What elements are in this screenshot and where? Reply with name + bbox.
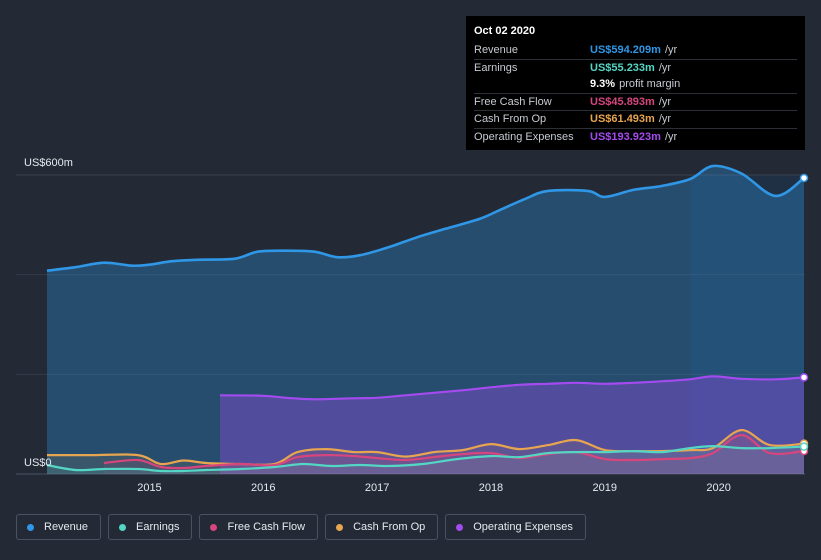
tooltip-cfo-label: Cash From Op — [474, 111, 590, 128]
tooltip-row-opex: Operating Expenses US$193.923m /yr — [474, 128, 797, 146]
tooltip-unit: /yr — [665, 42, 677, 59]
tooltip-row-margin: 9.3% profit margin — [474, 76, 797, 93]
tooltip-earnings-label: Earnings — [474, 60, 590, 77]
legend-dot-icon — [119, 524, 126, 531]
legend-label: Cash From Op — [353, 521, 425, 533]
legend-revenue[interactable]: Revenue — [16, 514, 101, 540]
legend-free-cash-flow[interactable]: Free Cash Flow — [199, 514, 318, 540]
legend-label: Free Cash Flow — [227, 521, 305, 533]
operating-expenses-end-dot — [801, 374, 808, 381]
legend-dot-icon — [456, 524, 463, 531]
tooltip-row-cfo: Cash From Op US$61.493m /yr — [474, 110, 797, 128]
legend-dot-icon — [336, 524, 343, 531]
legend-operating-expenses[interactable]: Operating Expenses — [445, 514, 586, 540]
legend-label: Revenue — [44, 521, 88, 533]
legend-earnings[interactable]: Earnings — [108, 514, 192, 540]
legend-label: Earnings — [136, 521, 179, 533]
revenue-end-dot — [801, 174, 808, 181]
legend-cash-from-op[interactable]: Cash From Op — [325, 514, 438, 540]
legend-dot-icon — [27, 524, 34, 531]
earnings-end-dot — [801, 443, 808, 450]
tooltip-unit: /yr — [659, 60, 671, 77]
tooltip-panel: Oct 02 2020 Revenue US$594.209m /yr Earn… — [466, 16, 805, 150]
tooltip-margin-text: profit margin — [619, 76, 680, 93]
tooltip-revenue-value: US$594.209m — [590, 42, 661, 59]
tooltip-fcf-label: Free Cash Flow — [474, 94, 590, 111]
tooltip-row-revenue: Revenue US$594.209m /yr — [474, 42, 797, 59]
tooltip-unit: /yr — [665, 129, 677, 146]
x-tick-label: 2017 — [365, 482, 389, 494]
y-axis-top-label: US$600m — [24, 157, 73, 169]
tooltip-opex-value: US$193.923m — [590, 129, 661, 146]
tooltip-opex-label: Operating Expenses — [474, 129, 590, 146]
tooltip-fcf-value: US$45.893m — [590, 94, 655, 111]
x-tick-label: 2018 — [479, 482, 503, 494]
legend: Revenue Earnings Free Cash Flow Cash Fro… — [16, 514, 593, 540]
tooltip-unit: /yr — [659, 94, 671, 111]
x-tick-label: 2020 — [706, 482, 730, 494]
tooltip-date: Oct 02 2020 — [474, 24, 797, 42]
x-tick-label: 2016 — [251, 482, 275, 494]
tooltip-unit: /yr — [659, 111, 671, 128]
tooltip-revenue-label: Revenue — [474, 42, 590, 59]
tooltip-margin-value: 9.3% — [590, 76, 615, 93]
y-axis-bottom-label: US$0 — [24, 457, 52, 469]
tooltip-cfo-value: US$61.493m — [590, 111, 655, 128]
tooltip-row-fcf: Free Cash Flow US$45.893m /yr — [474, 93, 797, 111]
x-tick-label: 2019 — [593, 482, 617, 494]
legend-dot-icon — [210, 524, 217, 531]
legend-label: Operating Expenses — [473, 521, 573, 533]
tooltip-earnings-value: US$55.233m — [590, 60, 655, 77]
tooltip-row-earnings: Earnings US$55.233m /yr — [474, 59, 797, 77]
x-tick-label: 2015 — [137, 482, 161, 494]
